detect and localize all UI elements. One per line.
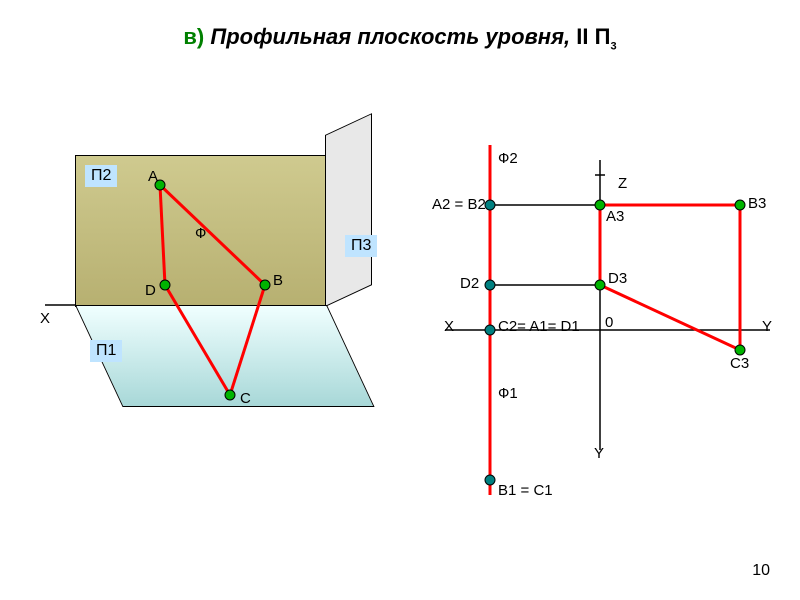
label-y-right: Y [762, 318, 772, 335]
title-lead: в) [183, 24, 204, 49]
plane-p3-face [325, 113, 372, 307]
label-phi-3d: Ф [195, 225, 206, 242]
title-main: Профильная плоскость уровня, [210, 24, 570, 49]
label-c2a1d1: C2= A1= D1 [498, 318, 580, 335]
label-phi2: Ф2 [498, 150, 518, 167]
label-b-3d: B [273, 272, 283, 289]
label-a-3d: A [148, 168, 158, 185]
label-d2: D2 [460, 275, 479, 292]
label-b3: B3 [748, 195, 766, 212]
label-p1: П1 [90, 340, 122, 362]
label-p3: П3 [345, 235, 377, 257]
epure-axes [445, 160, 770, 450]
page-title: в) Профильная плоскость уровня, II П3 [0, 24, 800, 52]
epure-points [485, 200, 745, 485]
title-parallel: II П3 [576, 24, 616, 49]
label-x: X [444, 318, 454, 335]
label-p2: П2 [85, 165, 117, 187]
label-zero: 0 [605, 314, 613, 331]
label-c-3d: C [240, 390, 251, 407]
label-b1c1: B1 = C1 [498, 482, 553, 499]
label-z: Z [618, 175, 627, 192]
label-a3: A3 [606, 208, 624, 225]
label-d-3d: D [145, 282, 156, 299]
label-d3: D3 [608, 270, 627, 287]
page-number: 10 [752, 562, 770, 580]
label-y-down: Y [594, 445, 604, 462]
label-c3: C3 [730, 355, 749, 372]
label-a2b2: A2 = B2 [432, 196, 486, 213]
label-phi1: Ф1 [498, 385, 518, 402]
label-x-3d: X [40, 310, 50, 327]
